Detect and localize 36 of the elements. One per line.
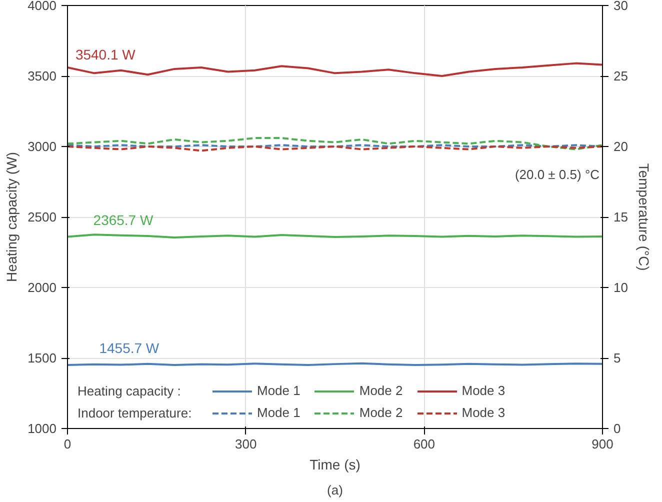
legend-label: Mode 1	[257, 383, 300, 398]
y-tick-label: 1000	[28, 421, 56, 436]
x-tick-label: 600	[413, 436, 436, 452]
y2-tick-label: 15	[614, 210, 628, 224]
annotation: 1455.7 W	[99, 340, 160, 356]
y2-tick-label: 30	[614, 0, 628, 13]
x-tick-label: 300	[234, 436, 257, 452]
y2-tick-label: 0	[614, 421, 621, 436]
annotation: (20.0 ± 0.5) °C	[514, 166, 600, 182]
x-axis-title: Time (s)	[310, 456, 360, 472]
annotation: 3540.1 W	[75, 46, 136, 62]
y2-tick-label: 5	[614, 350, 621, 366]
y-tick-label: 4000	[28, 0, 56, 13]
y-tick-label: 3000	[28, 139, 56, 154]
line-series	[68, 62, 602, 77]
legend-label: Mode 3	[462, 405, 506, 420]
y-tick-label: 3500	[28, 68, 56, 84]
annotation: 2365.7 W	[93, 212, 154, 228]
annotation: Indoor temperature:	[78, 406, 192, 420]
line-series	[68, 137, 602, 150]
x-tick-label: 0	[64, 436, 72, 452]
legend-label: Mode 2	[359, 383, 403, 398]
y-tick-label: 2000	[28, 280, 56, 295]
annotation: Heating capacity :	[78, 384, 181, 398]
y2-axis-title: Temperature (°C)	[636, 163, 652, 271]
legend-label: Mode 3	[462, 383, 506, 398]
x-tick-label: 900	[592, 436, 614, 452]
y-tick-label: 2500	[28, 210, 56, 224]
y-tick-label: 1500	[28, 350, 56, 366]
y2-tick-label: 10	[614, 280, 628, 295]
y2-tick-label: 25	[614, 68, 628, 84]
y-axis-title: Heating capacity (W)	[4, 152, 20, 282]
y2-tick-label: 20	[614, 139, 628, 154]
legend-label: Mode 2	[359, 405, 403, 420]
text: (a)	[327, 482, 343, 498]
legend-label: Mode 1	[257, 405, 300, 420]
